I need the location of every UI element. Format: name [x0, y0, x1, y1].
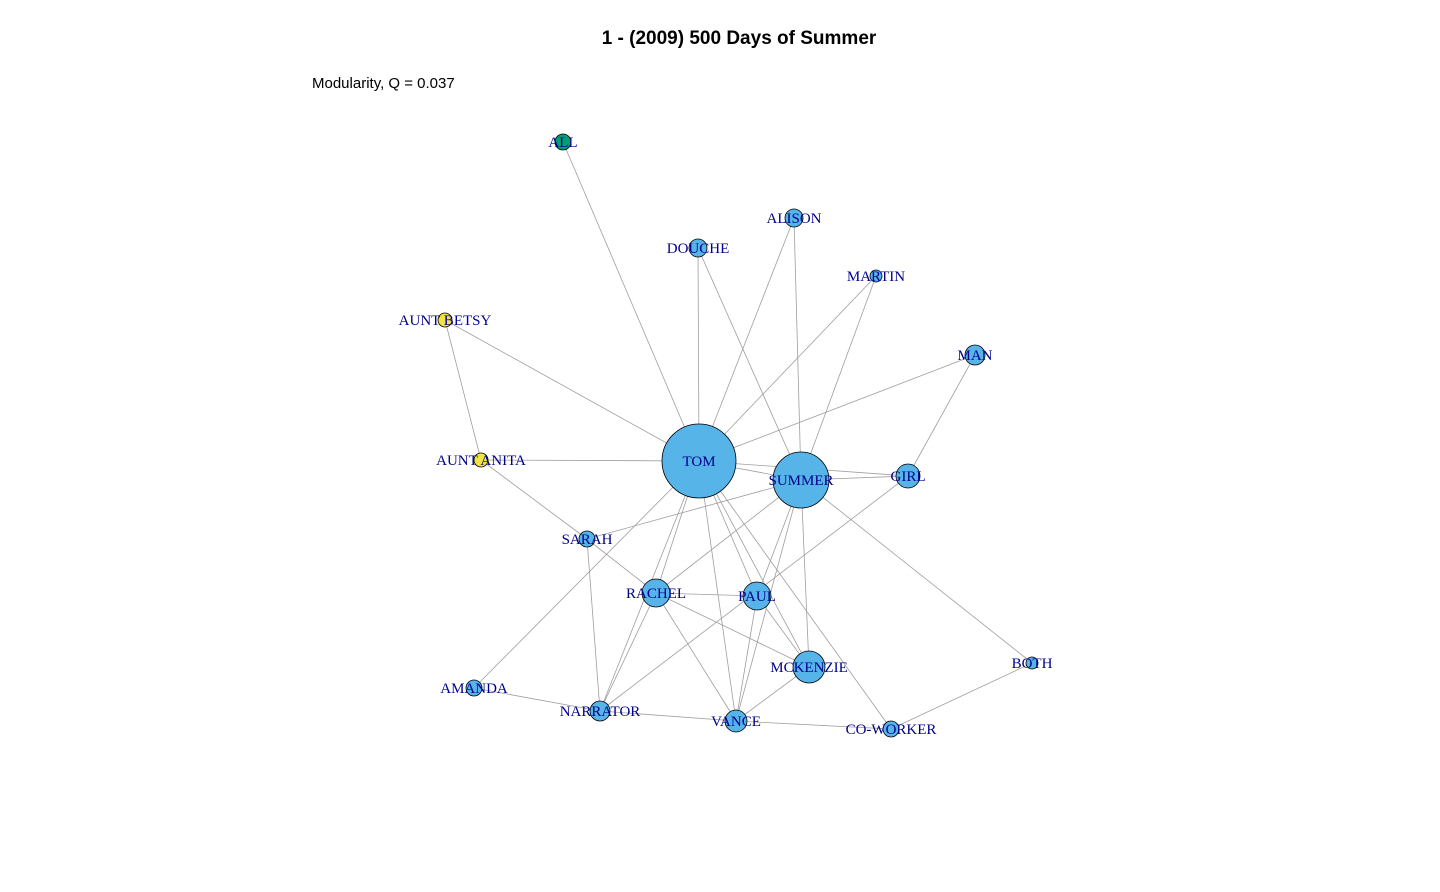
node-tom — [661, 423, 737, 499]
edge-aunt-anita-sarah — [480, 459, 588, 540]
edge-tom-man — [698, 354, 976, 462]
edge-tom-mckenzie — [698, 460, 810, 668]
node-sarah — [578, 530, 596, 548]
edge-paul-vance — [735, 595, 758, 722]
node-label-both: BOTH — [1012, 656, 1053, 672]
node-label-martin: MARTIN — [847, 269, 905, 285]
node-both — [1025, 656, 1039, 670]
plot-title: 1 - (2009) 500 Days of Summer — [601, 28, 877, 49]
node-narrator — [589, 700, 611, 722]
edge-summer-both — [800, 479, 1033, 664]
node-aunt-anita — [473, 452, 489, 468]
node-alison — [784, 208, 804, 228]
node-label-vance: VANCE — [711, 714, 761, 730]
edge-tom-aunt-betsy — [444, 319, 700, 462]
edge-summer-rachel — [655, 479, 802, 594]
edge-aunt-betsy-aunt-anita — [444, 319, 482, 461]
node-label-mckenzie: MCKENZIE — [770, 660, 848, 676]
edge-narrator-vance — [599, 710, 737, 722]
node-label-douche: DOUCHE — [667, 241, 730, 257]
edge-tom-martin — [698, 275, 877, 462]
labels-layer: TOM SUMMER ALL ALISON DOUCHE MARTIN AUNT BETSY… — [399, 135, 1053, 738]
node-douche — [688, 238, 708, 258]
edge-summer-martin — [800, 275, 877, 481]
node-label-amanda: AMANDA — [440, 681, 508, 697]
node-girl — [895, 463, 921, 489]
node-vance — [724, 709, 748, 733]
node-rachel — [641, 578, 671, 608]
edge-summer-douche — [697, 247, 802, 481]
node-mckenzie — [792, 650, 826, 684]
modularity-label: Modularity, Q = 0.037 — [312, 75, 455, 92]
edge-co-worker-both — [890, 662, 1033, 730]
node-aunt-betsy — [437, 312, 453, 328]
edge-vance-co-worker — [735, 720, 892, 730]
node-label-tom: TOM — [682, 454, 715, 470]
node-co-worker — [882, 720, 900, 738]
node-label-aunt-anita: AUNT ANITA — [436, 453, 526, 469]
edge-summer-mckenzie — [800, 479, 810, 668]
node-label-all: ALL — [548, 135, 577, 151]
edge-tom-all — [562, 141, 700, 462]
edge-man-girl — [907, 354, 976, 477]
edge-tom-amanda — [473, 460, 700, 689]
nodes-layer — [437, 133, 1039, 738]
node-label-alison: ALISON — [767, 211, 822, 227]
edge-amanda-narrator — [473, 687, 601, 712]
node-martin — [869, 269, 883, 283]
node-summer — [772, 451, 830, 509]
node-label-co-worker: CO-WORKER — [846, 722, 937, 738]
edge-rachel-paul — [655, 592, 758, 597]
edge-sarah-narrator — [586, 538, 601, 712]
node-label-aunt-betsy: AUNT BETSY — [399, 313, 492, 329]
edge-rachel-narrator — [599, 592, 657, 712]
node-label-paul: PAUL — [738, 589, 776, 605]
node-label-summer: SUMMER — [768, 473, 833, 489]
edge-summer-sarah — [586, 479, 802, 540]
node-man — [964, 344, 986, 366]
edge-tom-co-worker — [698, 460, 892, 730]
edge-summer-alison — [793, 217, 802, 481]
node-label-rachel: RACHEL — [626, 586, 686, 602]
edge-tom-alison — [698, 217, 795, 462]
edge-rachel-mckenzie — [655, 592, 810, 668]
node-label-narrator: NARRATOR — [560, 704, 641, 720]
edges-layer — [444, 141, 1033, 730]
node-label-sarah: SARAH — [562, 532, 613, 548]
node-label-girl: GIRL — [891, 469, 926, 485]
node-all — [554, 133, 572, 151]
node-paul — [742, 581, 772, 611]
edge-rachel-vance — [655, 592, 737, 722]
edge-sarah-rachel — [586, 538, 657, 594]
node-amanda — [465, 679, 483, 697]
node-label-man: MAN — [957, 348, 992, 364]
edge-tom-vance — [698, 460, 737, 722]
